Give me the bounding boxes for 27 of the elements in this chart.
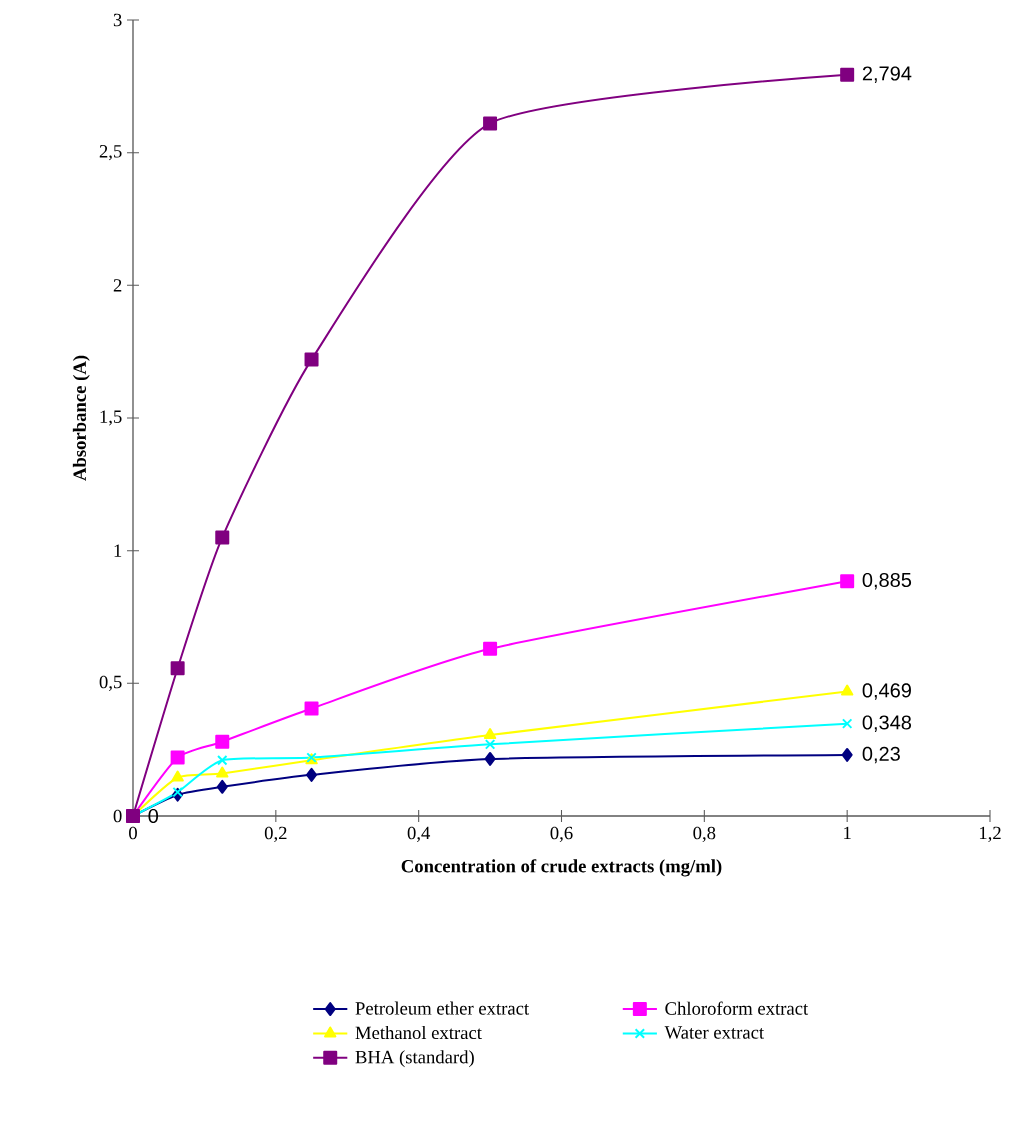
data-label: 0,348 <box>862 715 912 732</box>
y-tick-label: 2 <box>113 279 122 292</box>
x-axis-title: Concentration of crude extracts (mg/ml) <box>401 859 722 877</box>
y-tick-label: 0 <box>113 809 122 823</box>
legend-label: Methanol extract <box>355 1025 482 1040</box>
y-tick-label: 3 <box>113 13 122 27</box>
y-axis-title: Absorbance (A) <box>72 355 90 481</box>
x-tick-label: 1 <box>844 826 851 840</box>
data-label: 0,469 <box>862 683 911 700</box>
legend-label: Petroleum ether extract <box>355 1001 530 1015</box>
x-tick-label: 0,8 <box>693 826 716 842</box>
x-tick-label: 0,4 <box>407 826 431 842</box>
legend-label: BHA (standard) <box>355 1050 474 1068</box>
data-label: 0,885 <box>862 572 912 590</box>
x-tick-label: 0,2 <box>264 826 287 842</box>
x-tick-label: 0,6 <box>550 826 573 842</box>
x-tick-label: 1,2 <box>979 826 1001 842</box>
data-label: 0,23 <box>862 746 900 764</box>
y-tick-label: 2,5 <box>99 145 122 161</box>
y-tick-label: 1 <box>114 544 122 557</box>
data-label: 0 <box>148 808 159 824</box>
y-tick-label: 1,5 <box>100 410 122 426</box>
x-tick-label: 0 <box>129 826 137 840</box>
y-tick-label: 0,5 <box>99 675 122 691</box>
data-label: 2,794 <box>862 66 912 83</box>
legend-label: Water extract <box>664 1026 765 1039</box>
legend-label: Chloroform extract <box>665 1001 809 1015</box>
